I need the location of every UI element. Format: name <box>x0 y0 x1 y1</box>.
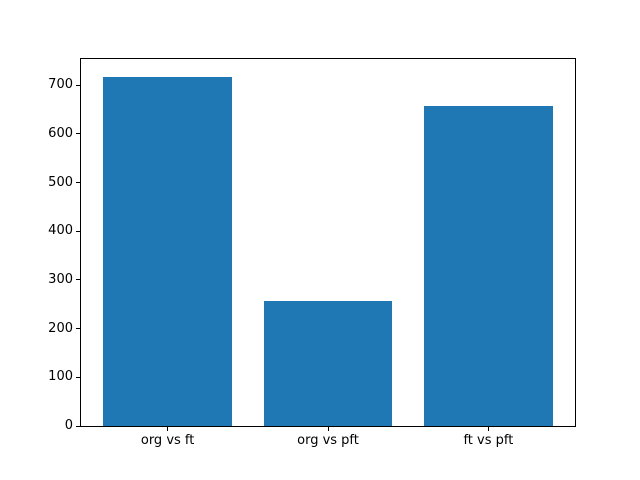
y-axis-tick-mark <box>76 84 80 86</box>
y-axis-tick-label: 600 <box>48 125 73 141</box>
x-axis-tick-label: org vs ft <box>140 433 195 448</box>
y-axis-tick-mark <box>76 279 80 281</box>
y-axis-tick-mark <box>76 182 80 184</box>
y-axis-tick-label: 500 <box>48 174 73 190</box>
y-axis-tick-label: 0 <box>64 418 73 433</box>
y-axis-tick-mark <box>76 328 80 330</box>
y-axis-tick-mark <box>76 133 80 135</box>
plot-area: 0 100 200 300 400 500 600 700 org vs ft org vs pf… <box>48 58 576 448</box>
x-axis-tick-label: org vs pft <box>297 433 359 448</box>
y-axis-tick-label: 200 <box>48 320 73 336</box>
y-axis-tick-label: 400 <box>48 223 73 239</box>
y-axis-tick-label: 100 <box>48 369 73 385</box>
y-axis-tick-label: 300 <box>48 271 73 287</box>
bar-org-vs-pft <box>263 300 393 426</box>
x-axis-tick-label: ft vs pft <box>463 433 514 448</box>
x-axis-tick-mark <box>487 427 489 431</box>
y-axis-tick-mark <box>76 376 80 378</box>
bar-ft-vs-pft <box>424 106 553 426</box>
x-axis-tick-mark <box>327 427 329 431</box>
y-axis-tick-mark <box>76 230 80 232</box>
y-axis-tick-mark <box>76 425 80 427</box>
x-axis-tick-mark <box>167 427 169 431</box>
y-axis-tick-label: 700 <box>48 77 73 93</box>
bar-org-vs-ft <box>103 76 232 426</box>
